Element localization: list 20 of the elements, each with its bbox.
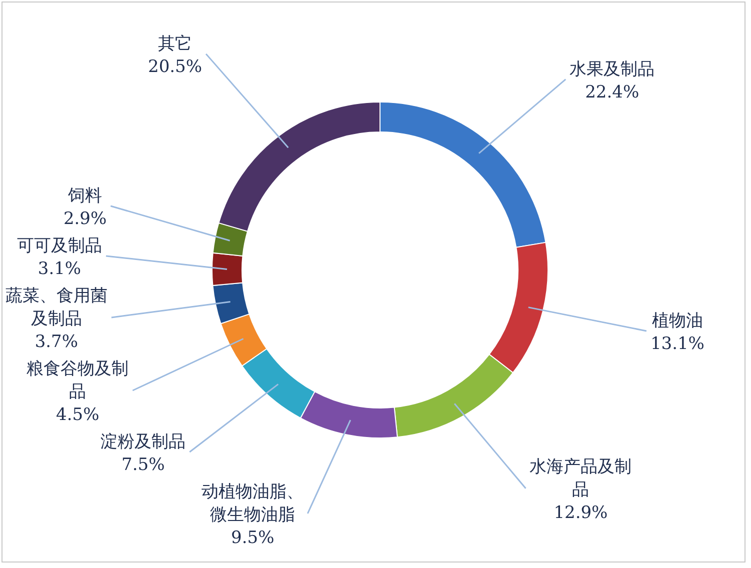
data-label: 12.9% — [554, 502, 608, 523]
slice-label: 其它 — [158, 34, 192, 54]
slice-label: 动植物油脂、微生物油脂 — [202, 482, 304, 525]
slice-label: 水海产品及制品 — [530, 456, 632, 500]
slice-label: 水果及制品 — [570, 59, 655, 80]
data-label: 9.5% — [231, 528, 274, 548]
data-label: 2.9% — [63, 209, 107, 229]
data-label: 13.1% — [650, 334, 704, 354]
data-label: 22.4% — [585, 82, 640, 102]
slice-label: 植物油 — [652, 310, 703, 331]
data-label: 4.5% — [56, 405, 100, 425]
data-label: 3.1% — [38, 259, 82, 279]
slice-label: 饲料 — [67, 186, 102, 206]
data-label: 20.5% — [148, 56, 202, 77]
slice-label: 蔬菜、食用菌及制品 — [5, 286, 108, 329]
data-label: 7.5% — [122, 455, 165, 475]
slice-label: 淀粉及制品 — [100, 432, 186, 452]
slice-label: 粮食谷物及制品 — [26, 359, 129, 402]
slice-label: 可可及制品 — [17, 236, 102, 256]
data-label: 3.7% — [34, 332, 78, 352]
